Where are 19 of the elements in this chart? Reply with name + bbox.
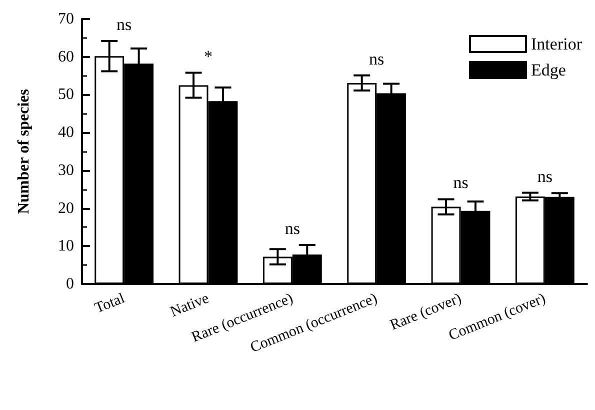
annotation: *	[204, 46, 212, 66]
y-tick-label: 0	[66, 276, 74, 292]
legend-label: Edge	[531, 60, 566, 80]
legend-label: Interior	[531, 34, 582, 54]
y-axis-title: Number of species	[16, 88, 32, 214]
y-tick-label: 50	[58, 86, 74, 104]
x-tick-label: Total	[92, 290, 128, 317]
y-tick-label: 30	[58, 162, 74, 179]
y-tick-label: 60	[58, 48, 74, 66]
y-tick-label: 10	[58, 238, 74, 255]
y-tick-label: 70	[58, 10, 74, 28]
annotation: ns	[537, 166, 552, 186]
annotation: ns	[369, 49, 384, 68]
y-tick-label: 20	[58, 200, 74, 217]
annotation: ns	[284, 219, 300, 238]
annotation: ns	[116, 14, 132, 34]
y-tick-label: 40	[58, 124, 74, 142]
x-tick-label: Native	[168, 290, 212, 320]
annotation: ns	[453, 173, 468, 192]
